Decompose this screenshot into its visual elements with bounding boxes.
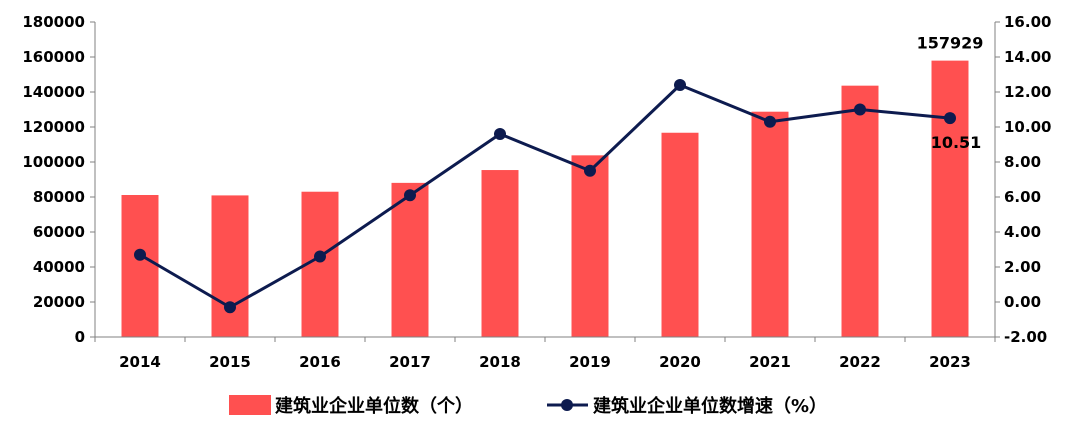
x-tick-label: 2015 [209, 353, 251, 371]
right-tick-label: 16.00 [1004, 13, 1051, 31]
x-tick-label: 2017 [389, 353, 431, 371]
left-tick-label: 80000 [33, 188, 85, 206]
x-tick-label: 2020 [659, 353, 701, 371]
x-tick-label: 2023 [929, 353, 971, 371]
growth-point-2021 [764, 115, 776, 128]
x-tick-label: 2016 [299, 353, 341, 371]
right-tick-label: 4.00 [1004, 223, 1041, 241]
growth-point-2023 [944, 112, 956, 125]
x-tick-label: 2018 [479, 353, 521, 371]
growth-rate-line [139, 83, 951, 309]
right-tick-label: 0.00 [1004, 293, 1041, 311]
left-tick-label: 0 [75, 328, 85, 346]
x-tick-label: 2021 [749, 353, 791, 371]
left-tick-label: 120000 [22, 118, 85, 136]
bar-2021 [751, 111, 789, 337]
growth-point-2018 [494, 128, 506, 140]
growth-point-2017 [404, 189, 416, 202]
left-tick-label: 60000 [33, 223, 85, 241]
bar-2022 [841, 85, 879, 337]
line-value-label: 10.51 [931, 133, 982, 152]
left-tick-label: 40000 [33, 258, 85, 276]
legend-line-label: 建筑业企业单位数增速（%） [593, 395, 827, 417]
left-tick-label: 100000 [22, 153, 85, 171]
growth-point-2020 [674, 79, 686, 91]
x-tick-label: 2014 [119, 353, 161, 371]
legend-bar-label: 建筑业企业单位数（个） [275, 395, 473, 417]
right-tick-label: 14.00 [1004, 48, 1051, 66]
bar-2020 [661, 132, 699, 337]
left-tick-label: 140000 [22, 83, 85, 101]
bar-2018 [481, 170, 519, 337]
growth-point-2016 [314, 250, 326, 263]
legend-bar-swatch [229, 395, 271, 415]
bar-2019 [571, 155, 609, 337]
left-tick-label: 180000 [22, 13, 85, 31]
right-tick-label: -2.00 [1004, 328, 1047, 346]
right-tick-label: 2.00 [1004, 258, 1041, 276]
left-tick-label: 20000 [33, 293, 85, 311]
growth-point-2015 [224, 301, 236, 314]
right-tick-label: 10.00 [1004, 118, 1051, 136]
legend-line-marker [561, 399, 573, 411]
left-tick-label: 160000 [22, 48, 85, 66]
right-tick-label: 6.00 [1004, 188, 1041, 206]
growth-point-2019 [584, 164, 596, 177]
bar-2015 [211, 195, 249, 337]
bar-2023 [931, 60, 969, 338]
bar-value-label: 157929 [917, 34, 984, 53]
bar-2014 [121, 195, 159, 337]
right-tick-label: 8.00 [1004, 153, 1041, 171]
growth-point-2022 [854, 103, 866, 116]
growth-point-2014 [134, 248, 146, 261]
x-tick-label: 2019 [569, 353, 611, 371]
x-tick-label: 2022 [839, 353, 881, 371]
bar-2017 [391, 182, 429, 337]
right-tick-label: 12.00 [1004, 83, 1051, 101]
